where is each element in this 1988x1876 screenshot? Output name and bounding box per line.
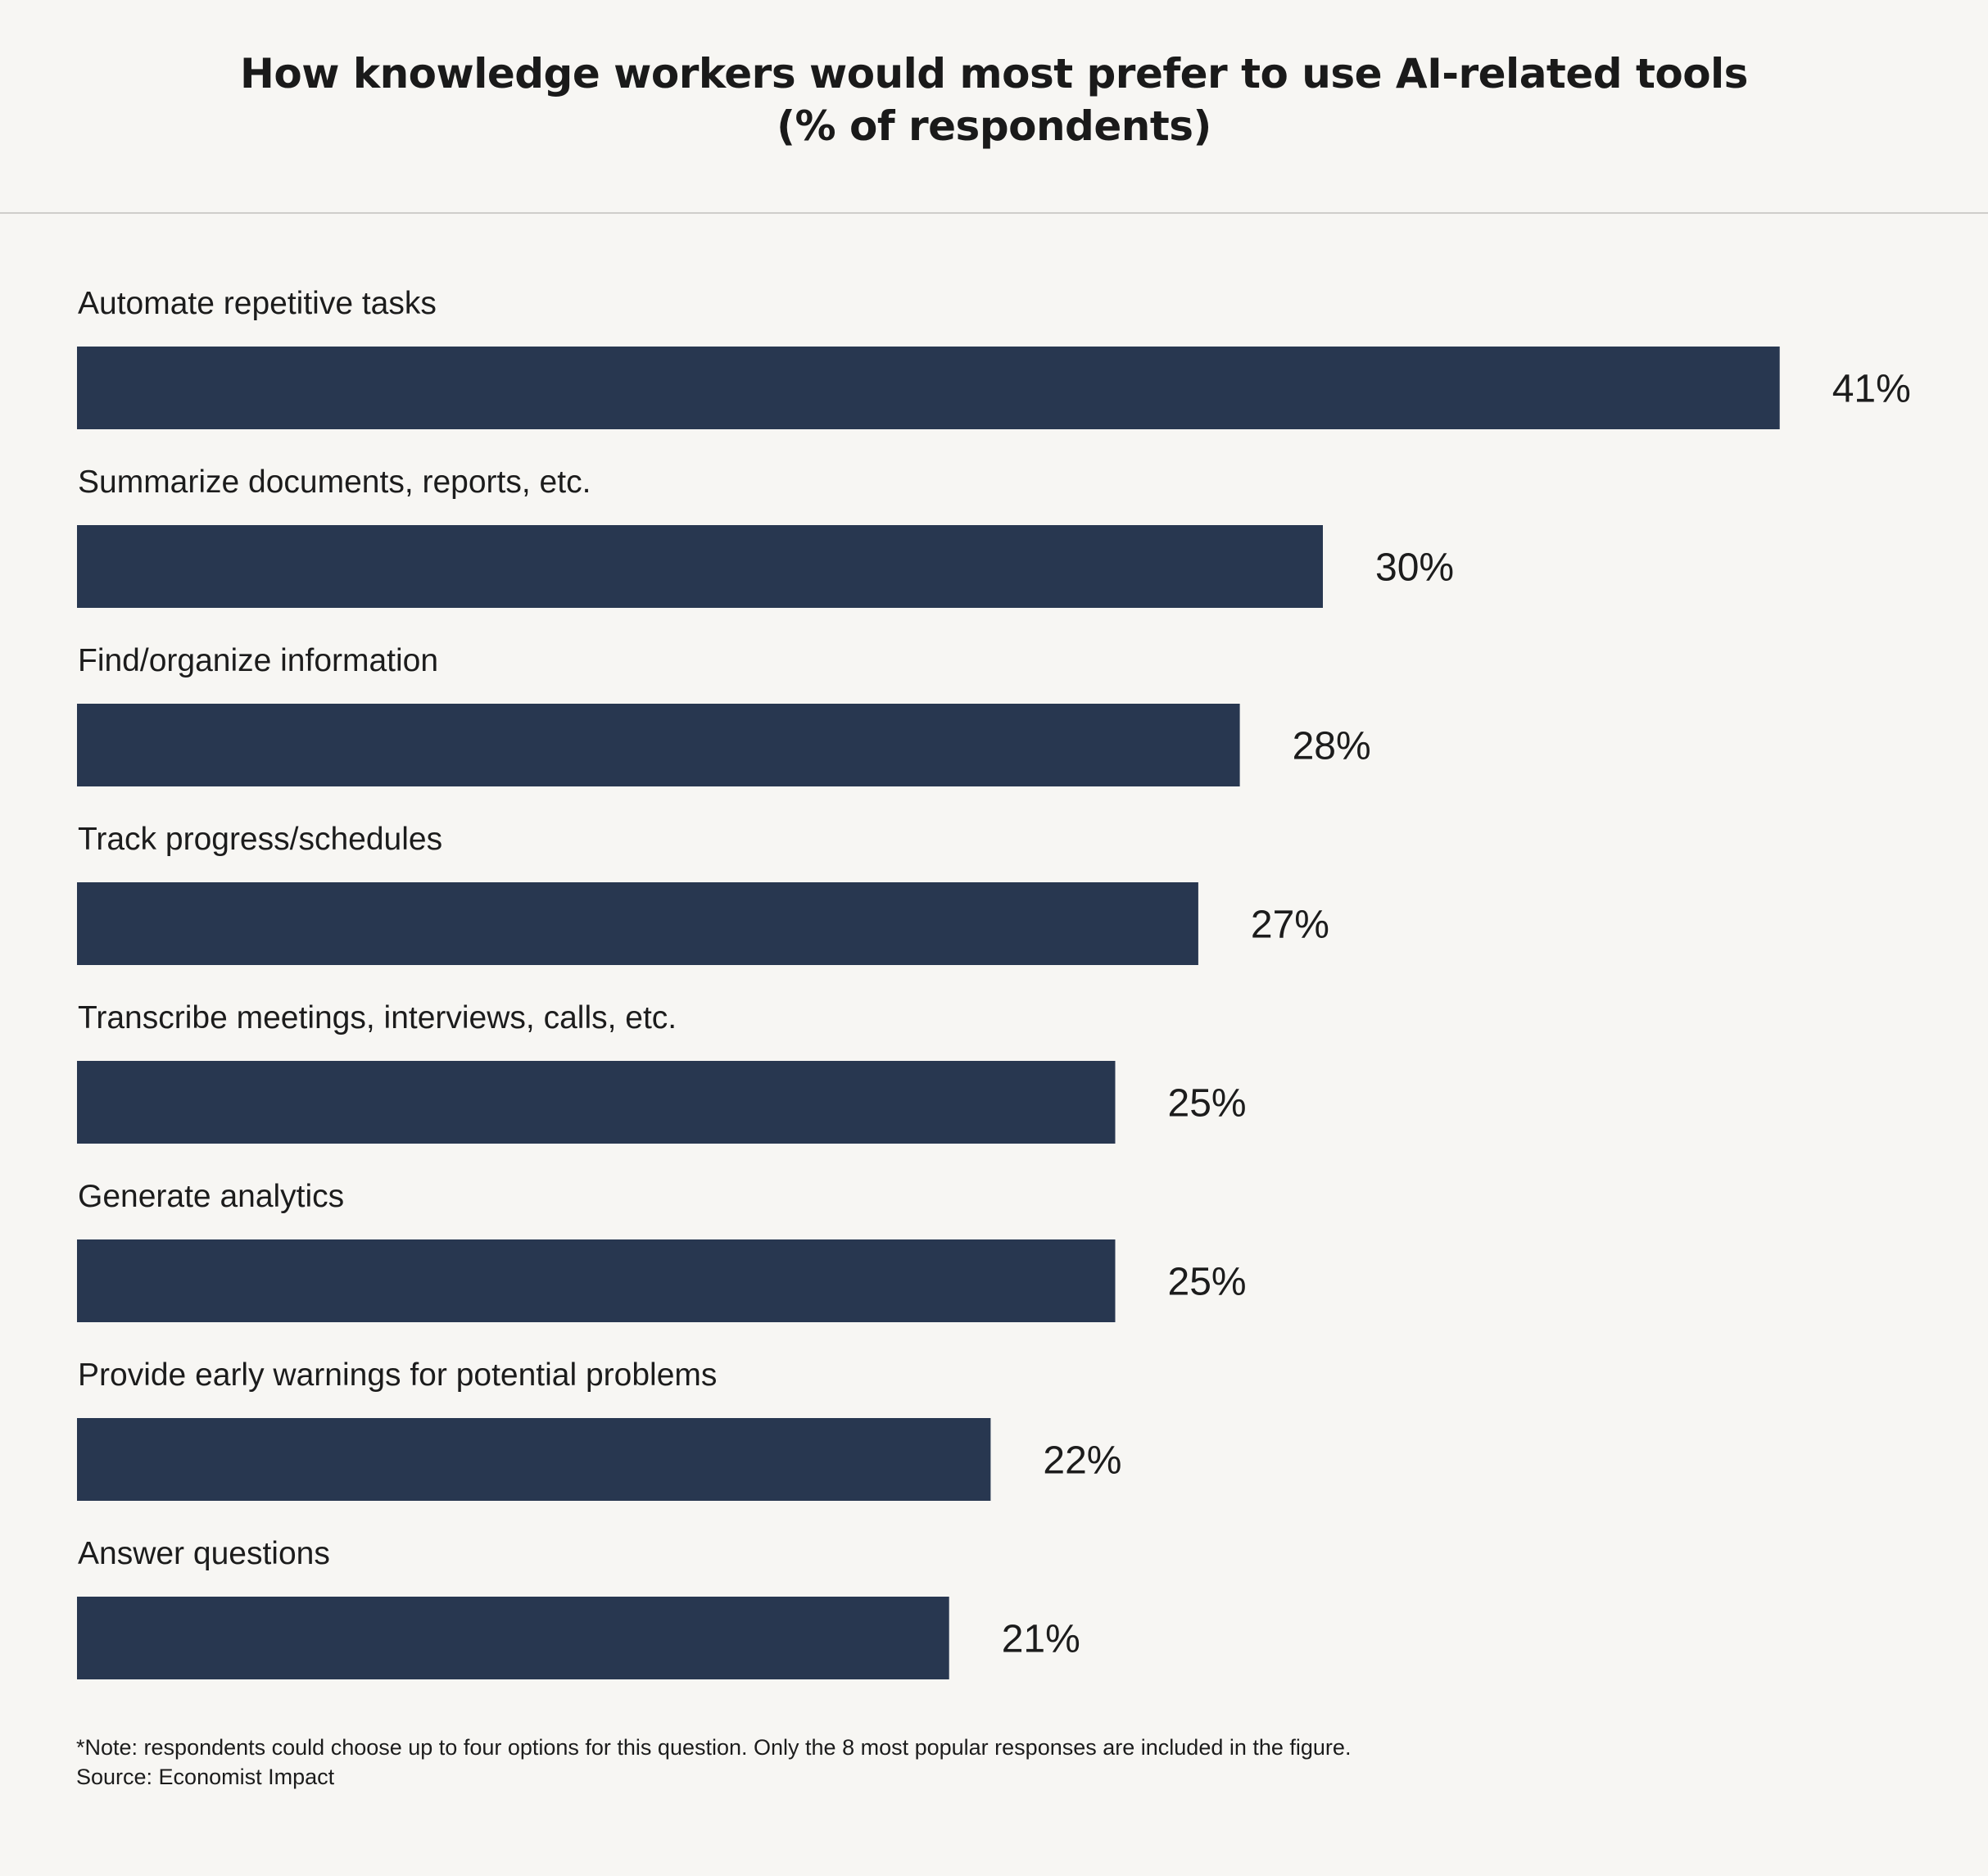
chart-title: How knowledge workers would most prefer … — [0, 48, 1988, 152]
bar — [77, 1597, 949, 1679]
value-label: 30% — [1375, 546, 1454, 590]
bar — [77, 347, 1780, 429]
category-label: Provide early warnings for potential pro… — [78, 1357, 717, 1393]
category-label: Summarize documents, reports, etc. — [78, 464, 591, 500]
bar — [77, 882, 1198, 965]
value-label: 25% — [1168, 1261, 1247, 1304]
footnote: *Note: respondents could choose up to fo… — [76, 1733, 1351, 1792]
bar — [77, 1061, 1116, 1144]
chart-title-line-1: How knowledge workers would most prefer … — [240, 50, 1748, 97]
category-label: Answer questions — [78, 1536, 330, 1571]
value-label: 25% — [1168, 1082, 1247, 1126]
bar — [77, 704, 1240, 786]
category-label: Generate analytics — [78, 1179, 344, 1214]
category-label: Track progress/schedules — [78, 822, 442, 857]
value-label: 21% — [1002, 1618, 1080, 1661]
category-label: Automate repetitive tasks — [78, 286, 437, 321]
category-label: Transcribe meetings, interviews, calls, … — [78, 1000, 677, 1035]
title-divider — [0, 212, 1988, 214]
category-label: Find/organize information — [78, 643, 438, 678]
bar — [77, 1239, 1116, 1322]
footnote-note: *Note: respondents could choose up to fo… — [76, 1735, 1352, 1760]
bar — [77, 525, 1323, 608]
chart-title-line-2: (% of respondents) — [777, 102, 1211, 150]
value-label: 27% — [1251, 904, 1329, 947]
value-label: 22% — [1043, 1439, 1121, 1483]
bar — [77, 1418, 991, 1501]
value-label: 41% — [1832, 368, 1911, 411]
value-label: 28% — [1293, 725, 1371, 768]
footnote-source: Source: Economist Impact — [76, 1765, 335, 1789]
